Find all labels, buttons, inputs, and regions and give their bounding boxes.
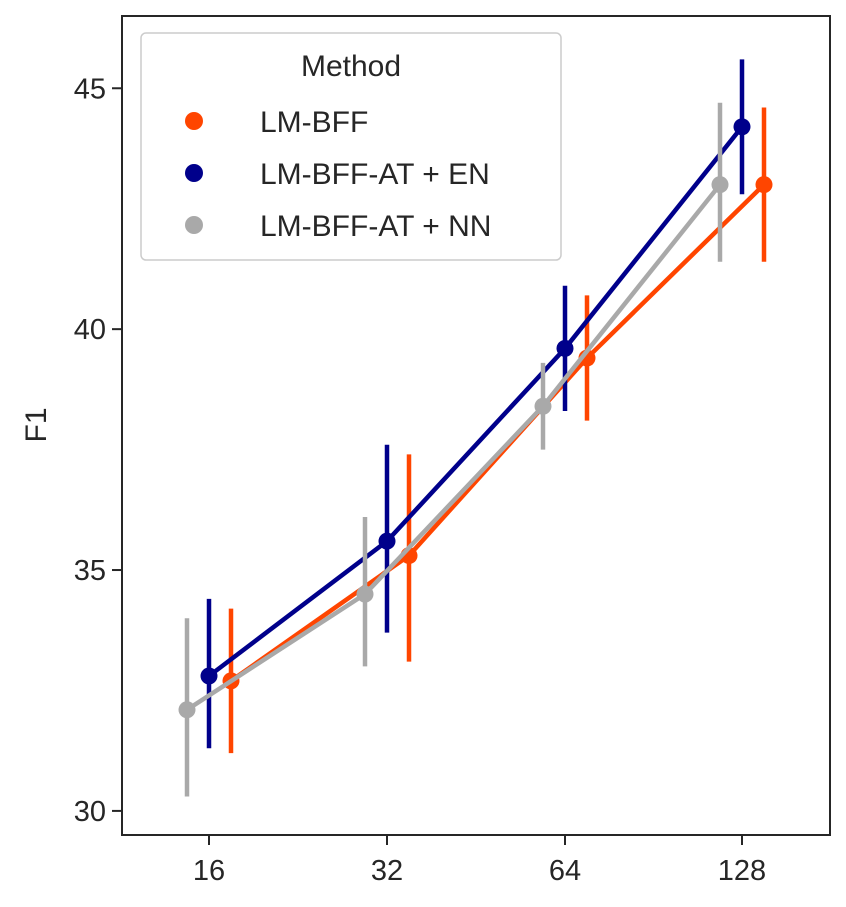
legend-label: LM-BFF-AT + NN <box>260 210 491 243</box>
series-1 <box>200 59 751 749</box>
x-tick-label: 128 <box>718 855 766 887</box>
y-tick-label: 35 <box>74 555 106 587</box>
data-point <box>178 701 196 719</box>
y-tick-label: 30 <box>74 796 106 828</box>
plot-frame <box>121 15 831 836</box>
x-tick-label: 32 <box>371 855 403 887</box>
legend: Method LM-BFF LM-BFF-AT + EN LM-BFF-AT + N… <box>140 32 562 261</box>
legend-box <box>140 32 562 261</box>
series-line <box>184 182 723 712</box>
data-point <box>200 667 218 685</box>
x-tick-label: 64 <box>549 855 581 887</box>
legend-label: LM-BFF <box>260 106 368 139</box>
y-tick-label: 45 <box>74 73 106 105</box>
legend-title: Method <box>301 50 401 83</box>
legend-marker <box>185 216 203 234</box>
y-axis-label: F1 <box>20 407 53 442</box>
data-point <box>356 585 374 603</box>
data-point <box>711 176 729 194</box>
legend-items: LM-BFF LM-BFF-AT + EN LM-BFF-AT + NN <box>185 106 491 243</box>
axes: 30 35 40 45 16 32 64 128 <box>74 73 766 887</box>
x-tick-label: 16 <box>193 855 225 887</box>
data-point <box>733 118 751 136</box>
series-line <box>206 124 745 679</box>
data-point <box>755 176 773 194</box>
y-tick-label: 40 <box>74 314 106 346</box>
legend-marker <box>185 112 203 130</box>
data-point <box>556 339 574 357</box>
legend-label: LM-BFF-AT + EN <box>260 158 490 191</box>
series-2 <box>178 102 729 797</box>
plot-area <box>178 59 773 797</box>
legend-marker <box>185 164 203 182</box>
data-point <box>378 532 396 550</box>
data-point <box>534 397 552 415</box>
